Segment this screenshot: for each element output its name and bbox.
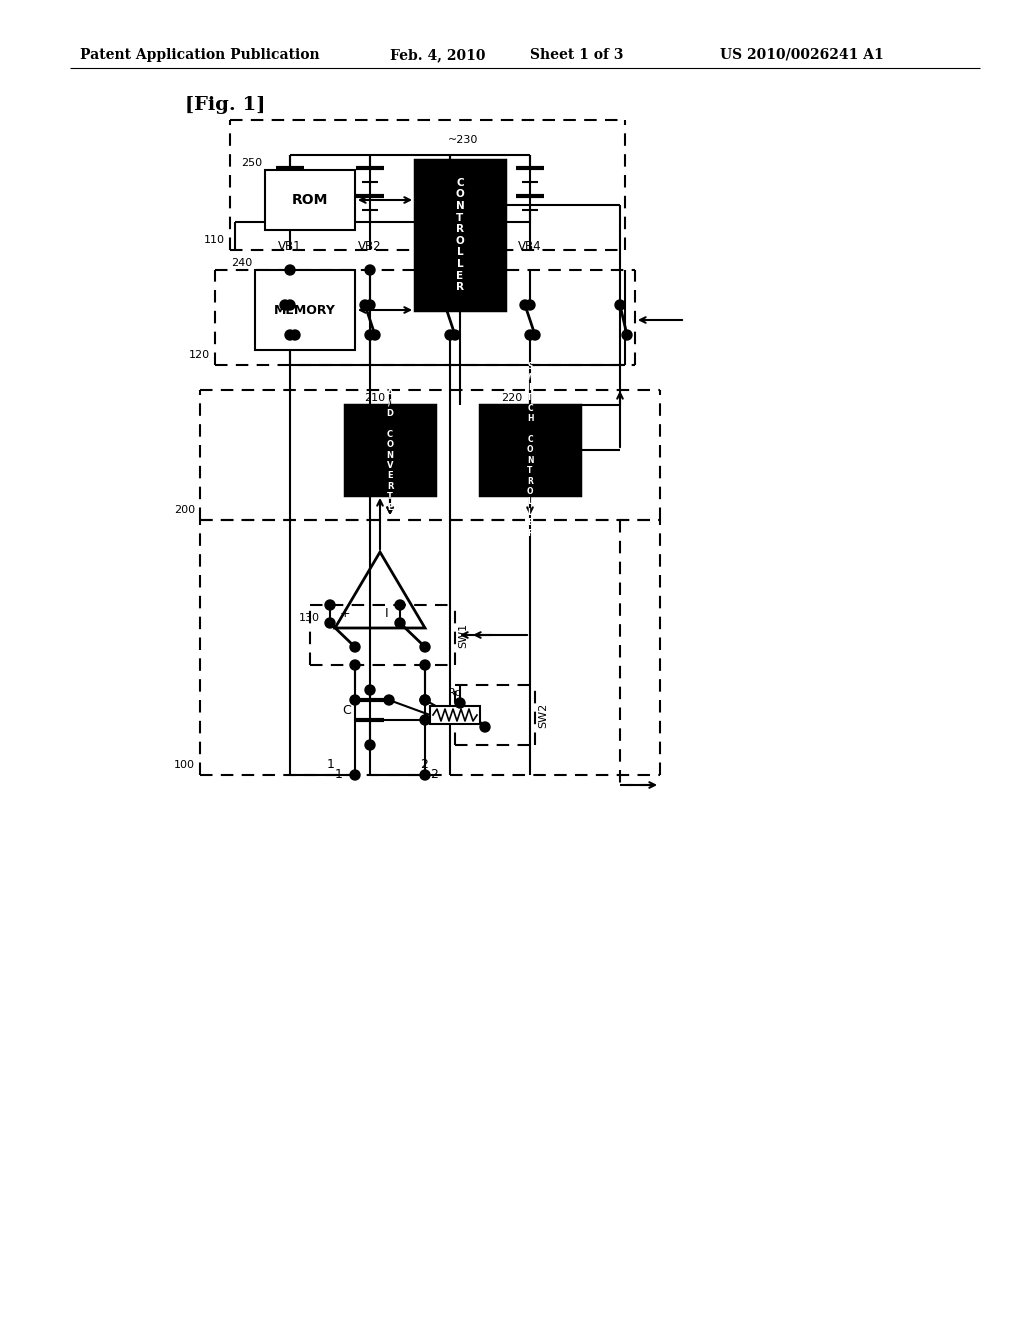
Bar [415,160,505,310]
Circle shape [285,265,295,275]
Circle shape [622,330,632,341]
Text: Feb. 4, 2010: Feb. 4, 2010 [390,48,485,62]
Text: VB4: VB4 [518,240,542,253]
Text: 1: 1 [335,768,343,781]
Circle shape [365,741,375,750]
Circle shape [440,300,450,310]
Text: ~230: ~230 [447,135,478,145]
Text: US 2010/0026241 A1: US 2010/0026241 A1 [720,48,884,62]
Circle shape [290,330,300,341]
Text: 240: 240 [230,257,252,268]
Circle shape [325,601,335,610]
Text: 100: 100 [174,760,195,770]
Circle shape [350,660,360,671]
Text: ROM: ROM [292,193,328,207]
Text: VB2: VB2 [358,240,382,253]
Circle shape [480,722,490,733]
Text: MEMORY: MEMORY [274,304,336,317]
Circle shape [365,685,375,696]
Circle shape [395,601,406,610]
Text: 250: 250 [241,158,262,168]
Text: [Fig. 1]: [Fig. 1] [185,96,265,114]
Text: A
/
D
 
C
O
N
V
E
R
T
E: A / D C O N V E R T E [386,388,393,512]
Circle shape [525,300,535,310]
Text: Sheet 1 of 3: Sheet 1 of 3 [530,48,624,62]
Circle shape [325,618,335,628]
Bar [265,170,355,230]
Circle shape [360,300,370,310]
Text: +: + [340,607,350,620]
Text: SW2: SW2 [538,702,548,727]
Circle shape [520,300,530,310]
Bar [255,271,355,350]
Circle shape [365,330,375,341]
Text: Rd: Rd [447,688,463,698]
Circle shape [420,715,430,725]
Circle shape [420,770,430,780]
Circle shape [285,300,295,310]
Text: VB1: VB1 [279,240,302,253]
Text: S
W
I
T
C
H
 
C
O
N
T
R
O
L
L
E
R: S W I T C H C O N T R O L L E R [525,362,535,537]
Text: C
O
N
T
R
O
L
L
E
R: C O N T R O L L E R [456,178,464,292]
Circle shape [350,770,360,780]
Circle shape [450,330,460,341]
Text: VB3: VB3 [438,240,462,253]
Text: I: I [385,607,389,620]
Text: 130: 130 [299,612,319,623]
Circle shape [395,618,406,628]
Text: C: C [342,704,351,717]
Circle shape [530,330,540,341]
Circle shape [420,696,430,705]
Circle shape [285,330,295,341]
Text: 200: 200 [174,506,195,515]
Circle shape [615,300,625,310]
Text: Patent Application Publication: Patent Application Publication [80,48,319,62]
Circle shape [455,698,465,708]
Circle shape [525,330,535,341]
Circle shape [445,300,455,310]
Text: 2: 2 [430,768,438,781]
Text: 110: 110 [204,235,225,246]
Circle shape [370,330,380,341]
Circle shape [445,330,455,341]
Circle shape [350,642,360,652]
Circle shape [420,696,430,705]
Circle shape [350,696,360,705]
Text: 2: 2 [420,759,428,771]
Circle shape [365,265,375,275]
Circle shape [420,642,430,652]
Text: 210: 210 [364,393,385,403]
Bar [480,405,580,495]
Circle shape [420,660,430,671]
Text: 220: 220 [501,393,522,403]
Circle shape [384,696,394,705]
Bar [430,706,480,723]
Bar [345,405,435,495]
Text: SW1: SW1 [458,623,468,648]
Circle shape [365,300,375,310]
Text: 1: 1 [327,759,335,771]
Text: 120: 120 [188,350,210,360]
Circle shape [280,300,290,310]
